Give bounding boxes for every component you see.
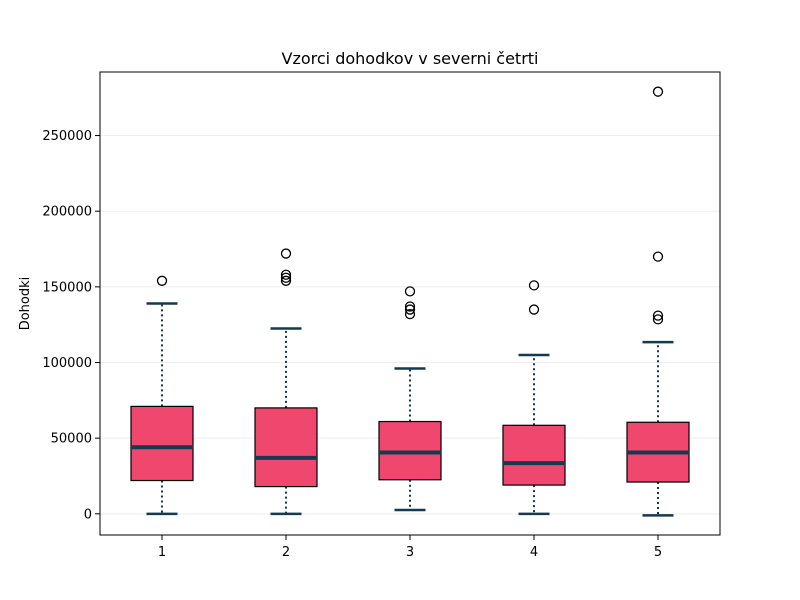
flier-point (404, 304, 416, 315)
flier-point (652, 314, 664, 325)
flier-point (528, 280, 540, 291)
box-plot-series (130, 86, 690, 517)
x-tick-label: 5 (654, 545, 662, 560)
y-tick-label: 250000 (42, 129, 92, 144)
y-axis: 0 50000 100000 150000 200000 250000 (42, 129, 100, 522)
y-tick-label: 100000 (42, 356, 92, 371)
flier-point (404, 286, 416, 297)
chart-title: Vzorci dohodkov v severni četrti (282, 49, 539, 68)
flier-point (652, 251, 664, 262)
box-group-2 (254, 248, 318, 516)
x-tick-label: 2 (282, 545, 290, 560)
flier-point (280, 269, 292, 280)
flier-point (156, 275, 168, 286)
grid-lines (100, 135, 720, 515)
flier-point (404, 308, 416, 320)
box-iqr (130, 405, 194, 482)
box-group-3 (378, 286, 442, 512)
box-group-4 (502, 280, 566, 516)
box-group-1 (130, 275, 194, 516)
flier-point (280, 248, 292, 259)
box-iqr (254, 407, 318, 488)
y-tick-label: 50000 (51, 432, 92, 447)
flier-point (528, 304, 540, 315)
flier-point (404, 301, 416, 312)
flier-point (280, 275, 292, 286)
y-tick-label: 150000 (42, 280, 92, 295)
y-tick-label: 0 (84, 507, 92, 522)
flier-point (280, 272, 292, 283)
x-tick-label: 4 (530, 545, 538, 560)
box-iqr (502, 424, 566, 486)
box-group-5 (626, 86, 690, 517)
y-tick-label: 200000 (42, 205, 92, 220)
x-tick-label: 3 (406, 545, 414, 560)
x-axis: 1 2 3 4 5 (158, 535, 662, 560)
flier-point (652, 310, 664, 321)
y-axis-label: Dohodki (18, 277, 33, 331)
flier-point (652, 86, 664, 97)
x-tick-label: 1 (158, 545, 166, 560)
